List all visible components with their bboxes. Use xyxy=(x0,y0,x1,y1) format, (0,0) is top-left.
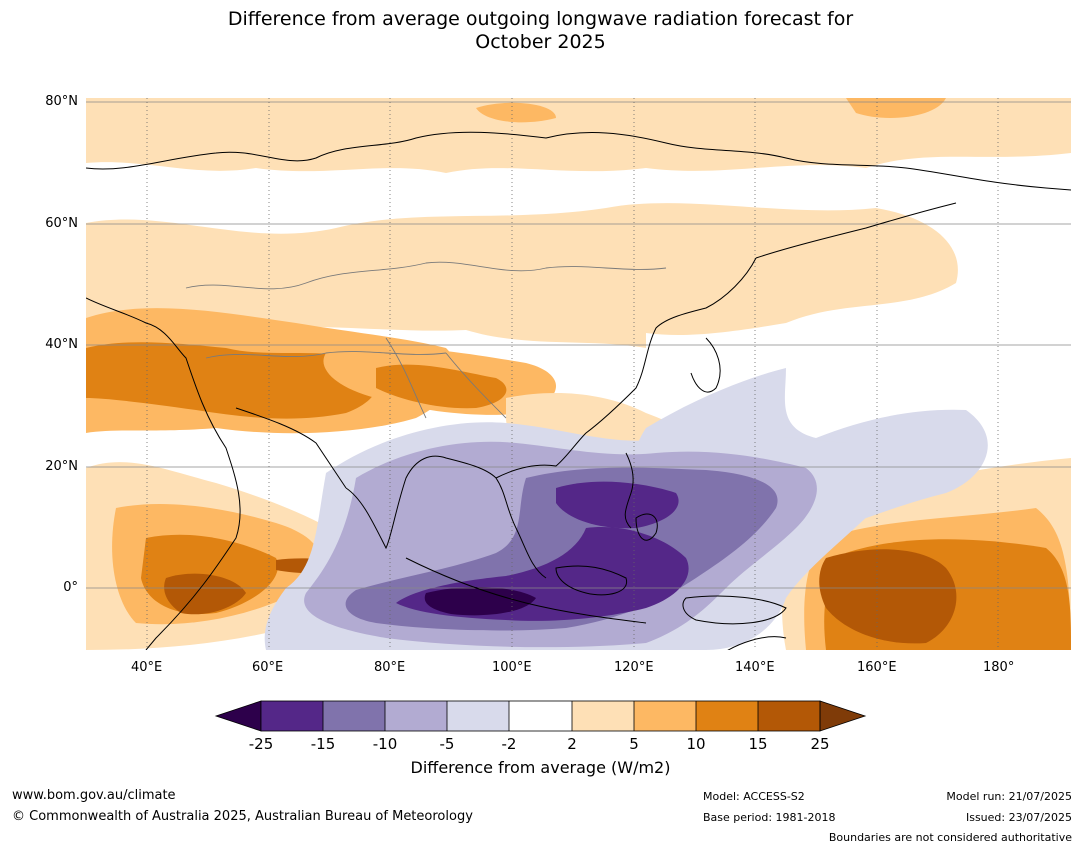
colorbar-segment xyxy=(323,701,385,731)
olr-anomaly-map xyxy=(86,98,1071,650)
anomaly-region xyxy=(476,102,556,123)
model-run-text: Model run: 21/07/2025 xyxy=(946,790,1072,803)
colorbar-segment xyxy=(385,701,447,731)
gridlines xyxy=(86,101,1071,589)
colorbar-segment xyxy=(447,701,509,731)
coastlines xyxy=(86,131,1071,650)
colorbar-tick: -15 xyxy=(310,735,336,753)
colorbar-segment xyxy=(261,701,323,731)
lon-label-120e: 120°E xyxy=(614,660,654,675)
lat-label-80n: 80°N xyxy=(45,94,78,109)
lat-label-60n: 60°N xyxy=(45,216,78,231)
model-text: Model: ACCESS-S2 xyxy=(703,790,805,803)
lat-label-20n: 20°N xyxy=(45,459,78,474)
colorbar-tick: 25 xyxy=(810,735,830,753)
colorbar-label: Difference from average (W/m2) xyxy=(410,758,671,777)
colorbar-extend-high xyxy=(819,700,867,732)
colorbar-segment xyxy=(634,701,696,731)
lon-label-140e: 140°E xyxy=(735,660,775,675)
anomaly-region xyxy=(86,98,1071,173)
colorbar-segment xyxy=(509,701,572,731)
map-title-line-1: Difference from average outgoing longwav… xyxy=(227,8,854,30)
boundaries xyxy=(185,261,667,419)
colorbar-tick: 5 xyxy=(629,735,639,753)
lon-label-180: 180° xyxy=(983,660,1015,675)
disclaimer-text: Boundaries are not considered authoritat… xyxy=(828,831,1072,844)
colorbar-tick: 15 xyxy=(748,735,768,753)
map-title-line-2: October 2025 xyxy=(475,31,606,53)
colorbar-tick: 2 xyxy=(567,735,577,753)
base-period-text: Base period: 1981-2018 xyxy=(703,811,836,824)
colorbar-tick: -5 xyxy=(439,735,455,753)
colorbar-outline xyxy=(260,700,821,732)
map-title: Difference from average outgoing longwav… xyxy=(0,8,1081,54)
colorbar-tick: -25 xyxy=(248,735,274,753)
anomaly-region xyxy=(164,573,246,615)
colorbar-tick: -2 xyxy=(501,735,517,753)
lat-label-40n: 40°N xyxy=(45,337,78,352)
copyright-text: © Commonwealth of Australia 2025, Austra… xyxy=(12,809,473,824)
colorbar-extend-low xyxy=(214,700,262,732)
anomaly-region xyxy=(86,203,958,348)
anomaly-region xyxy=(819,549,957,644)
anomaly-region xyxy=(424,586,536,616)
colorbar-tick: -10 xyxy=(372,735,398,753)
lon-label-80e: 80°E xyxy=(374,660,406,675)
colorbar-segment xyxy=(758,701,820,731)
colorbar-segment xyxy=(572,701,634,731)
meridians xyxy=(146,98,999,650)
lat-label-equator: 0° xyxy=(63,580,78,595)
anomaly-region xyxy=(86,342,378,419)
lon-label-40e: 40°E xyxy=(131,660,163,675)
colorbar-segment xyxy=(696,701,758,731)
lon-label-160e: 160°E xyxy=(857,660,897,675)
anomaly-region xyxy=(376,364,507,409)
anomaly-region xyxy=(846,98,946,118)
website-link[interactable]: www.bom.gov.au/climate xyxy=(12,788,176,803)
lon-label-100e: 100°E xyxy=(492,660,532,675)
anomaly-region xyxy=(556,481,679,529)
issued-text: Issued: 23/07/2025 xyxy=(965,811,1072,824)
lon-label-60e: 60°E xyxy=(252,660,284,675)
colorbar-tick: 10 xyxy=(686,735,706,753)
